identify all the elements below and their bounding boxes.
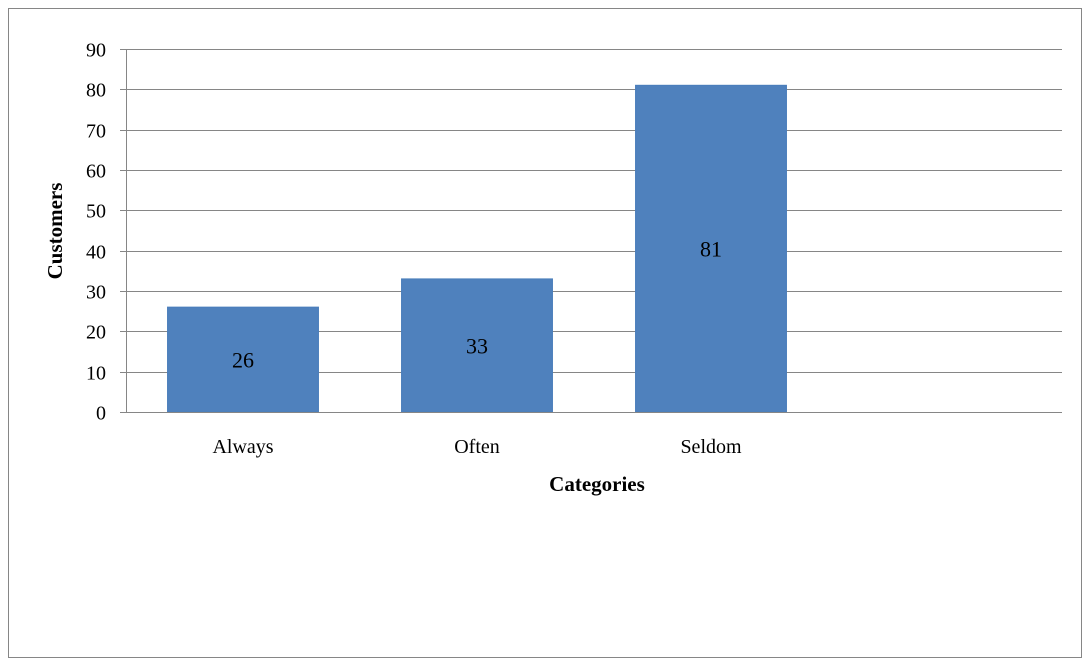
data-label: 33 [466, 333, 488, 358]
y-tick-label: 80 [86, 80, 106, 102]
y-tick-label: 10 [86, 363, 106, 385]
y-tick-label: 20 [86, 322, 106, 344]
data-labels: 26 33 81 [232, 237, 722, 373]
y-tick-label: 0 [96, 403, 106, 425]
x-tick-label: Seldom [680, 436, 742, 458]
y-tick-label: 70 [86, 121, 106, 143]
bars [167, 84, 787, 413]
axes [120, 49, 1062, 413]
y-tick-label: 60 [86, 161, 106, 183]
y-tick-label: 90 [86, 40, 106, 62]
bar-seldom [635, 84, 787, 413]
y-tick-label: 30 [86, 282, 106, 304]
y-tick-label: 40 [86, 242, 106, 264]
x-tick-labels: Always Often Seldom [212, 436, 742, 458]
x-tick-label: Often [454, 436, 500, 458]
x-axis-title: Categories [549, 472, 645, 496]
data-label: 26 [232, 348, 254, 373]
y-axis-title: Customers [43, 183, 67, 280]
data-label: 81 [700, 237, 722, 262]
y-tick-label: 50 [86, 201, 106, 223]
x-tick-label: Always [212, 436, 273, 458]
y-tick-labels: 0 10 20 30 40 50 60 70 80 90 [86, 40, 106, 425]
